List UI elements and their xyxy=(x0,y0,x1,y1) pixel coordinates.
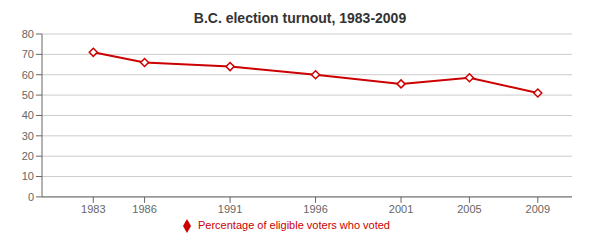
html-text:B.C. election turnout, 1983-20: B.C. election turnout, 1983-2009 xyxy=(193,10,407,26)
html-text:Percentage of eligible voters: Percentage of eligible voters who voted xyxy=(198,218,390,231)
svg-text:80: 80 xyxy=(22,28,34,40)
svg-text:1991: 1991 xyxy=(218,203,242,215)
svg-text:0: 0 xyxy=(28,191,34,203)
svg-text:1983: 1983 xyxy=(81,203,105,215)
svg-text:60: 60 xyxy=(22,69,34,81)
svg-text:2001: 2001 xyxy=(389,203,413,215)
svg-text:70: 70 xyxy=(22,48,34,60)
svg-text:10: 10 xyxy=(22,170,34,182)
svg-text:2009: 2009 xyxy=(526,203,550,215)
svg-text:2005: 2005 xyxy=(457,203,481,215)
svg-text:30: 30 xyxy=(22,130,34,142)
svg-text:50: 50 xyxy=(22,89,34,101)
svg-text:1986: 1986 xyxy=(132,203,156,215)
svg-text:1996: 1996 xyxy=(303,203,327,215)
svg-text:20: 20 xyxy=(22,150,34,162)
svg-text:40: 40 xyxy=(22,109,34,121)
